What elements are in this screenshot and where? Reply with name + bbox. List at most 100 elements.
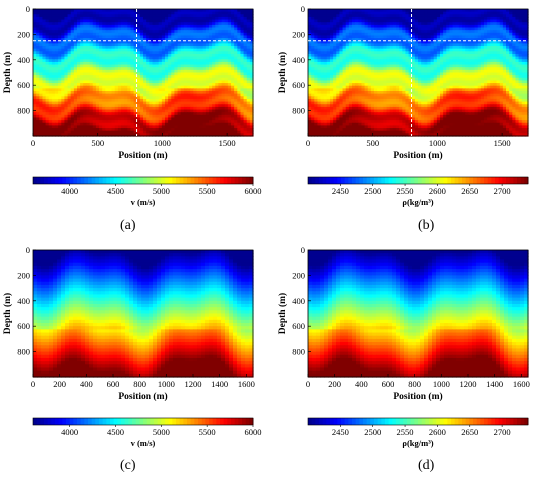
heatmap-cell [240,93,245,97]
heatmap-cell [246,114,251,119]
heatmap-cell [102,125,106,129]
heatmap-cell [171,24,176,29]
heatmap-cell [171,96,176,100]
heatmap-cell [326,9,331,13]
heatmap-cell [471,48,476,52]
heatmap-cell [383,38,388,42]
heatmap-cell [234,93,238,97]
heatmap-cell [155,69,160,74]
heatmap-cell [458,30,463,34]
heatmap-cell [377,53,381,58]
heatmap-cell [484,16,488,21]
colorbar-segment [245,177,250,184]
heatmap-cell [165,46,169,50]
heatmap-cell [205,122,210,127]
heatmap-cell [99,43,103,47]
heatmap-cell [317,48,322,52]
heatmap-cell [117,30,122,34]
heatmap-cell [345,38,350,42]
heatmap-cell [99,88,103,92]
heatmap-cell [421,14,425,18]
heatmap-cell [212,109,216,113]
heatmap-cell [314,61,319,66]
heatmap-cell [155,16,160,21]
heatmap-cell [171,120,176,124]
heatmap-cell [240,11,245,15]
heatmap-cell [515,61,520,66]
heatmap-cell [234,69,238,74]
heatmap-cell [174,133,179,137]
heatmap-cell [408,32,413,37]
heatmap-cell [243,24,248,29]
heatmap-cell [336,14,341,18]
heatmap-cell [180,40,185,44]
heatmap-cell [171,67,176,71]
heatmap-cell [249,120,254,124]
heatmap-cell [124,32,128,37]
heatmap-cell [177,64,182,68]
heatmap-cell [515,35,520,39]
heatmap-cell [48,85,53,89]
heatmap-cell [168,80,172,84]
heatmap-cell [42,128,47,132]
heatmap-cell [36,24,40,29]
heatmap-cell [196,38,201,42]
heatmap-cell [386,30,391,34]
heatmap-cell [127,128,132,132]
heatmap-cell [512,35,517,39]
heatmap-cell [215,112,220,116]
heatmap-cell [215,51,220,55]
heatmap-cell [227,46,232,50]
heatmap-cell [477,56,482,60]
heatmap-cell [168,122,172,127]
heatmap-cell [180,122,185,127]
heatmap-cell [487,38,491,42]
heatmap-cell [86,24,91,29]
heatmap-cell [509,19,513,23]
heatmap-cell [246,38,251,42]
heatmap-cell [515,30,520,34]
heatmap-cell [124,128,128,132]
heatmap-cell [490,30,495,34]
heatmap-cell [152,27,157,31]
heatmap-cell [308,16,312,21]
heatmap-cell [418,30,422,34]
heatmap-cell [133,77,138,82]
heatmap-cell [161,122,166,127]
heatmap-cell [458,16,463,21]
heatmap-cell [455,24,460,29]
heatmap-cell [130,130,135,134]
heatmap-cell [249,38,254,42]
heatmap-cell [506,35,510,39]
heatmap-cell [361,27,366,31]
heatmap-cell [380,46,385,50]
heatmap-cell [405,27,410,31]
heatmap-cell [502,48,507,52]
heatmap-cell [111,14,116,18]
heatmap-cell [86,77,91,82]
heatmap-cell [389,56,394,60]
heatmap-cell [455,14,460,18]
heatmap-cell [218,91,223,95]
heatmap-cell [358,35,363,39]
heatmap-cell [418,14,422,18]
heatmap-cell [364,43,369,47]
heatmap-cell [455,43,460,47]
heatmap-cell [411,40,416,44]
heatmap-cell [202,51,207,55]
heatmap-cell [133,117,138,121]
heatmap-cell [243,101,248,105]
heatmap-cell [380,40,385,44]
heatmap-cell [243,88,248,92]
heatmap-cell [86,51,91,55]
heatmap-cell [374,46,378,50]
heatmap-cell [380,11,385,15]
heatmap-cell [86,106,91,111]
heatmap-cell [64,88,69,92]
heatmap-cell [462,59,466,63]
heatmap-cell [462,56,466,60]
heatmap-cell [212,75,216,79]
heatmap-cell [506,38,510,42]
heatmap-cell [95,106,100,111]
heatmap-cell [521,40,526,44]
